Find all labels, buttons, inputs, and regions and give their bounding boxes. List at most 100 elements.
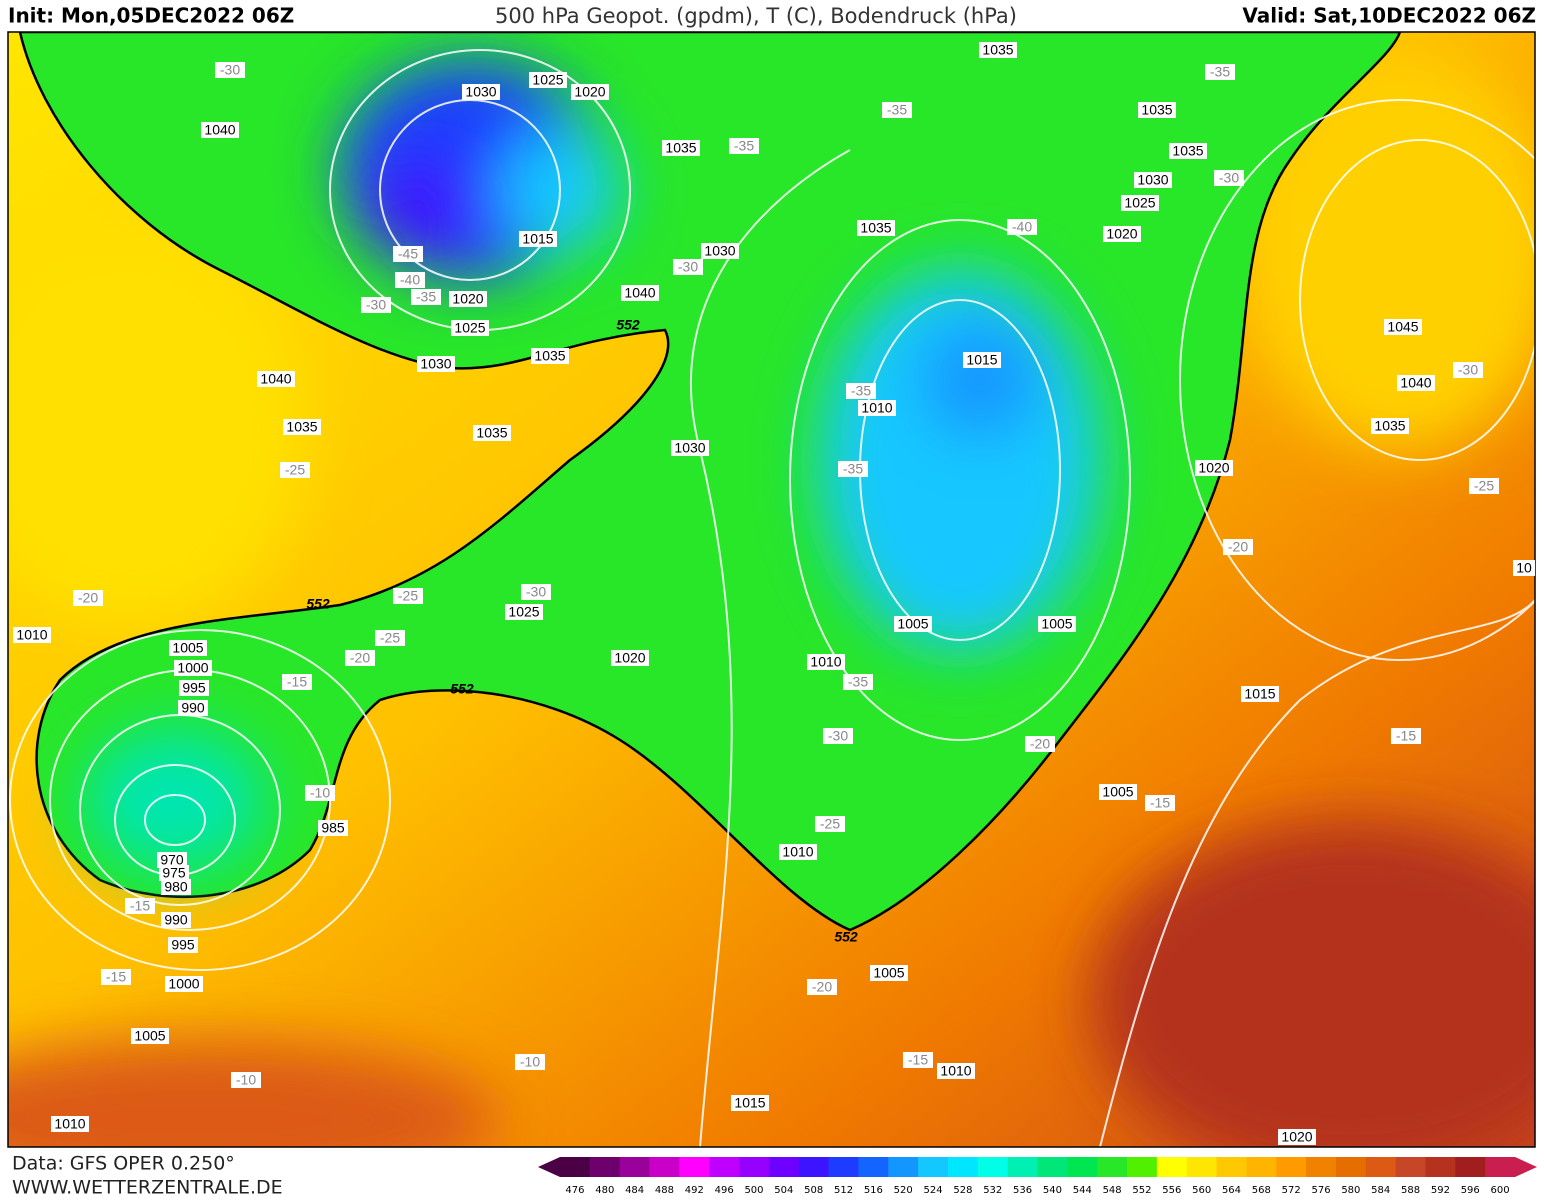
pressure-label: 1020 bbox=[452, 291, 483, 307]
pressure-label: 1035 bbox=[665, 140, 696, 156]
temperature-label: -15 bbox=[287, 674, 307, 690]
pressure-label: 1000 bbox=[168, 976, 199, 992]
pressure-label-box bbox=[662, 140, 700, 156]
pressure-label: 1035 bbox=[982, 42, 1013, 58]
temperature-label: -35 bbox=[887, 102, 907, 118]
pressure-label: 1010 bbox=[782, 844, 813, 860]
pressure-label: 1000 bbox=[177, 660, 208, 676]
colorbar-box bbox=[649, 1157, 680, 1177]
temperature-label-box bbox=[521, 584, 551, 600]
pressure-label: 10 bbox=[1516, 560, 1532, 576]
pressure-label: 1020 bbox=[614, 650, 645, 666]
temperature-label: -35 bbox=[843, 461, 863, 477]
temperature-label: -45 bbox=[398, 246, 418, 262]
temperature-label-box bbox=[1223, 539, 1253, 555]
pressure-label-box bbox=[1121, 195, 1159, 211]
colorbar-box bbox=[560, 1157, 591, 1177]
colorbar-label: 576 bbox=[1311, 1185, 1330, 1196]
colorbar-label: 536 bbox=[1013, 1185, 1032, 1196]
temperature-label-box bbox=[729, 138, 759, 154]
pressure-label: 1005 bbox=[1102, 784, 1133, 800]
colorbar-label: 476 bbox=[565, 1185, 584, 1196]
temperature-label-box bbox=[1453, 362, 1483, 378]
temperature-label-box bbox=[882, 102, 912, 118]
temperature-label: -30 bbox=[678, 259, 698, 275]
colorbar-box bbox=[619, 1157, 651, 1177]
pressure-label-box bbox=[894, 616, 932, 632]
colorbar-box bbox=[1306, 1157, 1337, 1177]
temperature-label: -35 bbox=[848, 674, 868, 690]
pressure-label: 1005 bbox=[134, 1028, 165, 1044]
temperature-label-box bbox=[231, 1072, 261, 1088]
temperature-label: -25 bbox=[285, 462, 305, 478]
pressure-label: 1035 bbox=[1172, 143, 1203, 159]
colorbar-label: 560 bbox=[1192, 1185, 1211, 1196]
pressure-label: 985 bbox=[321, 820, 345, 836]
temperature-label-box bbox=[823, 728, 853, 744]
pressure-label-box bbox=[571, 84, 609, 100]
height-label: 552 bbox=[450, 681, 474, 697]
temperature-label-box bbox=[838, 461, 868, 477]
temperature-label: -15 bbox=[130, 898, 150, 914]
temperature-label-box bbox=[393, 588, 423, 604]
colorbar-label: 556 bbox=[1162, 1185, 1181, 1196]
temperature-label-box bbox=[807, 979, 837, 995]
colorbar-box bbox=[679, 1157, 710, 1177]
colorbar-label: 564 bbox=[1222, 1185, 1241, 1196]
temperature-label: -15 bbox=[1396, 728, 1416, 744]
height-label: 552 bbox=[616, 317, 640, 333]
pressure-label-box bbox=[161, 912, 191, 928]
pressure-label-box bbox=[1278, 1129, 1316, 1145]
pressure-label-box bbox=[161, 879, 191, 895]
pressure-label-box bbox=[169, 640, 207, 656]
colorbar-box bbox=[1455, 1157, 1486, 1177]
pressure-label: 1025 bbox=[532, 72, 563, 88]
temperature-label-box bbox=[815, 816, 845, 832]
pressure-label: 1005 bbox=[873, 965, 904, 981]
pressure-label: 1015 bbox=[966, 352, 997, 368]
init-text: Init: Mon,05DEC2022 06Z bbox=[8, 4, 294, 28]
pressure-label: 1035 bbox=[860, 220, 891, 236]
temperature-label: -40 bbox=[400, 272, 420, 288]
pressure-label-box bbox=[779, 844, 817, 860]
pressure-label-box bbox=[1513, 560, 1535, 576]
colorbar-box bbox=[1246, 1157, 1277, 1177]
colorbar-label: 540 bbox=[1043, 1185, 1062, 1196]
pressure-label-box bbox=[1038, 616, 1076, 632]
colorbar-label: 480 bbox=[595, 1185, 614, 1196]
pressure-label-box bbox=[1195, 460, 1233, 476]
pressure-label-box bbox=[531, 348, 569, 364]
pressure-label-box bbox=[519, 231, 557, 247]
pressure-label: 990 bbox=[164, 912, 188, 928]
colorbar-label: 528 bbox=[953, 1185, 972, 1196]
colorbar-label: 600 bbox=[1491, 1185, 1510, 1196]
temperature-label: -35 bbox=[1210, 64, 1230, 80]
pressure-label-box bbox=[165, 976, 203, 992]
temperature-label-box bbox=[125, 898, 155, 914]
temperature-label: -35 bbox=[851, 383, 871, 399]
temperature-label-box bbox=[280, 462, 310, 478]
temperature-label-box bbox=[1007, 219, 1037, 235]
colorbar-box bbox=[1186, 1157, 1218, 1177]
colorbar-box bbox=[1097, 1157, 1128, 1177]
colorbar-box bbox=[589, 1157, 621, 1177]
pressure-label: 990 bbox=[181, 700, 205, 716]
temperature-label: -30 bbox=[220, 62, 240, 78]
temperature-label-box bbox=[345, 650, 375, 666]
pressure-label-box bbox=[701, 243, 739, 259]
temperature-label: -10 bbox=[310, 785, 330, 801]
pressure-label: 1020 bbox=[1106, 226, 1137, 242]
pressure-label-box bbox=[1134, 172, 1172, 188]
colorbar-label: 588 bbox=[1401, 1185, 1420, 1196]
colorbar-label: 508 bbox=[804, 1185, 823, 1196]
pressure-label-box bbox=[979, 42, 1017, 58]
pressure-label: 1040 bbox=[624, 285, 655, 301]
pressure-label: 1030 bbox=[1137, 172, 1168, 188]
temperature-label: -40 bbox=[1012, 219, 1032, 235]
colorbar-box bbox=[1007, 1157, 1038, 1177]
pressure-label-box bbox=[731, 1095, 769, 1111]
pressure-label: 1040 bbox=[204, 122, 235, 138]
colorbar-box bbox=[1216, 1157, 1247, 1177]
pressure-label-box bbox=[1397, 375, 1435, 391]
pressure-label-box bbox=[963, 352, 1001, 368]
